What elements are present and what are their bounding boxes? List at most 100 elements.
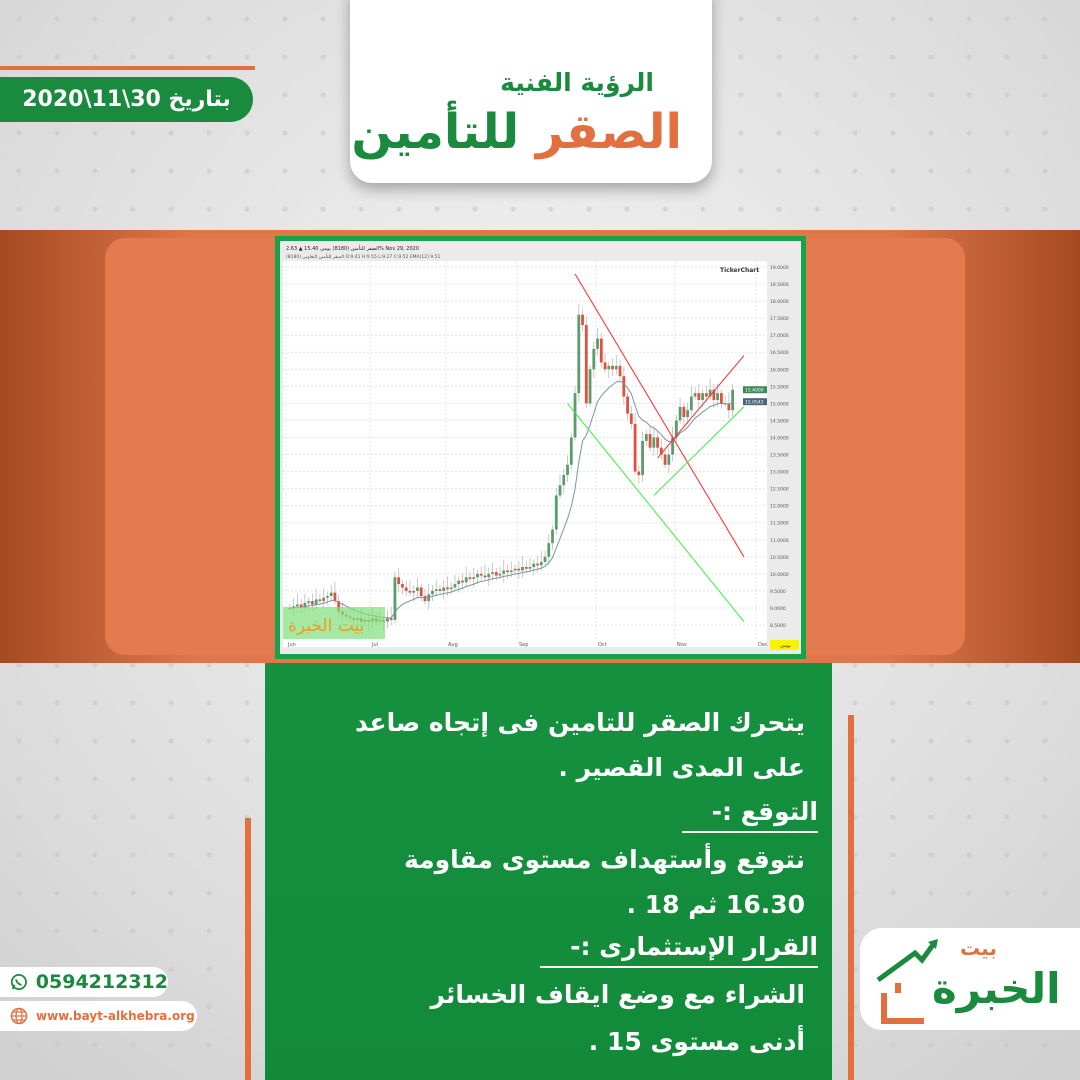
candle	[611, 365, 614, 370]
page-title: الصقر للتأمين	[351, 104, 682, 160]
candle	[299, 604, 303, 608]
candle	[686, 410, 689, 418]
title-green: للتأمين	[351, 104, 520, 160]
candle	[457, 580, 461, 585]
date-badge: بتاريخ 30\11\2020	[0, 77, 253, 122]
candle	[502, 570, 506, 574]
candle	[581, 314, 584, 325]
candle	[487, 573, 491, 578]
candle	[701, 393, 705, 400]
candle	[479, 573, 483, 576]
candle	[562, 474, 566, 486]
interval-label: يومي	[780, 643, 791, 649]
y-tick-label: 17.0000	[770, 333, 789, 339]
candle	[659, 447, 663, 455]
logo: بيت الخبرة	[860, 928, 1080, 1030]
y-tick-label: 12.0000	[770, 504, 789, 510]
candle	[521, 567, 524, 571]
analysis-card	[265, 663, 832, 1080]
candle	[667, 454, 671, 465]
x-tick-label: Nov	[677, 642, 687, 648]
ema-tag	[743, 398, 767, 406]
resistance-trendline	[574, 273, 745, 558]
candle	[569, 437, 573, 465]
divider	[0, 66, 255, 70]
candle	[423, 596, 427, 602]
x-tick-label: Dec	[758, 642, 768, 648]
candle	[386, 618, 389, 622]
candle	[596, 338, 599, 349]
candle	[303, 602, 307, 608]
y-tick-label: 11.0000	[770, 538, 789, 544]
candle	[472, 577, 476, 579]
candle	[397, 577, 401, 585]
x-tick-label: Jul	[371, 642, 378, 648]
decision-text: الشراء مع وضع ايقاف الخسائر	[430, 980, 805, 1009]
candle	[404, 587, 408, 591]
channel-bottom-trendline	[653, 406, 745, 496]
analysis-text: يتحرك الصقر للتامين فى إتجاه صاعد	[355, 708, 805, 737]
candle	[453, 584, 457, 588]
candle	[468, 577, 472, 579]
candle	[648, 434, 652, 448]
candle	[704, 393, 708, 397]
candle	[584, 324, 588, 404]
candle	[603, 362, 607, 370]
y-tick-label: 13.5000	[770, 453, 789, 459]
last-price-tag	[743, 386, 767, 394]
candle	[607, 365, 611, 370]
y-tick-label: 16.5000	[770, 350, 789, 356]
candle	[539, 561, 543, 566]
logo-top: بيت	[960, 936, 997, 960]
candle	[401, 584, 404, 588]
candle	[708, 389, 712, 397]
candle	[626, 396, 629, 414]
candle	[412, 590, 416, 593]
candle	[629, 413, 633, 424]
y-tick-label: 14.0000	[770, 435, 789, 441]
chart-header-line1: الصقر للتأمين (8180) يومي 15.40 ▲ 2.63% …	[286, 244, 419, 252]
candle	[517, 568, 521, 571]
candle	[310, 601, 314, 605]
x-tick-label: Aug	[448, 642, 458, 648]
candle	[389, 618, 393, 620]
candle	[641, 440, 644, 475]
candle	[727, 403, 731, 411]
candle	[438, 589, 442, 591]
house-chart-icon	[876, 939, 938, 1024]
title-card: الرؤية الفنية الصقر للتأمين	[350, 0, 712, 183]
candle	[614, 365, 618, 370]
candle	[498, 573, 502, 576]
candle	[551, 529, 554, 544]
candle	[464, 577, 468, 583]
phone-number: 0594212312	[35, 971, 168, 993]
candle	[577, 314, 581, 394]
watermark-box	[283, 607, 385, 639]
y-tick-label: 11.5000	[770, 521, 789, 527]
chart-brand: TickerChart	[720, 267, 759, 274]
candle	[543, 556, 547, 562]
orange-bar	[848, 715, 854, 1080]
y-tick-label: 18.5000	[770, 282, 789, 288]
website-link[interactable]: www.bayt-alkhebra.org	[36, 1009, 195, 1023]
x-tick-label: Jun	[287, 642, 296, 648]
candle	[491, 572, 494, 574]
y-tick-label: 17.5000	[770, 316, 789, 322]
watermark: بيت الخبرة	[288, 616, 364, 636]
candle	[554, 495, 558, 530]
y-tick-label: 12.5000	[770, 487, 789, 493]
candle	[446, 587, 449, 590]
ema-tag-label: 15.0542	[745, 400, 764, 406]
candle	[295, 604, 299, 607]
interval-badge	[770, 640, 799, 650]
phone-pill[interactable]: 0594212312	[0, 967, 168, 997]
candle	[442, 587, 446, 591]
y-tick-label: 13.0000	[770, 470, 789, 476]
website-pill[interactable]: www.bayt-alkhebra.org	[0, 1001, 197, 1031]
candle	[637, 471, 641, 475]
candle	[431, 590, 434, 595]
candle	[633, 423, 637, 472]
candle	[731, 389, 735, 411]
decision-text: أدنى مستوى 15 .	[588, 1027, 805, 1056]
candle	[314, 599, 318, 605]
